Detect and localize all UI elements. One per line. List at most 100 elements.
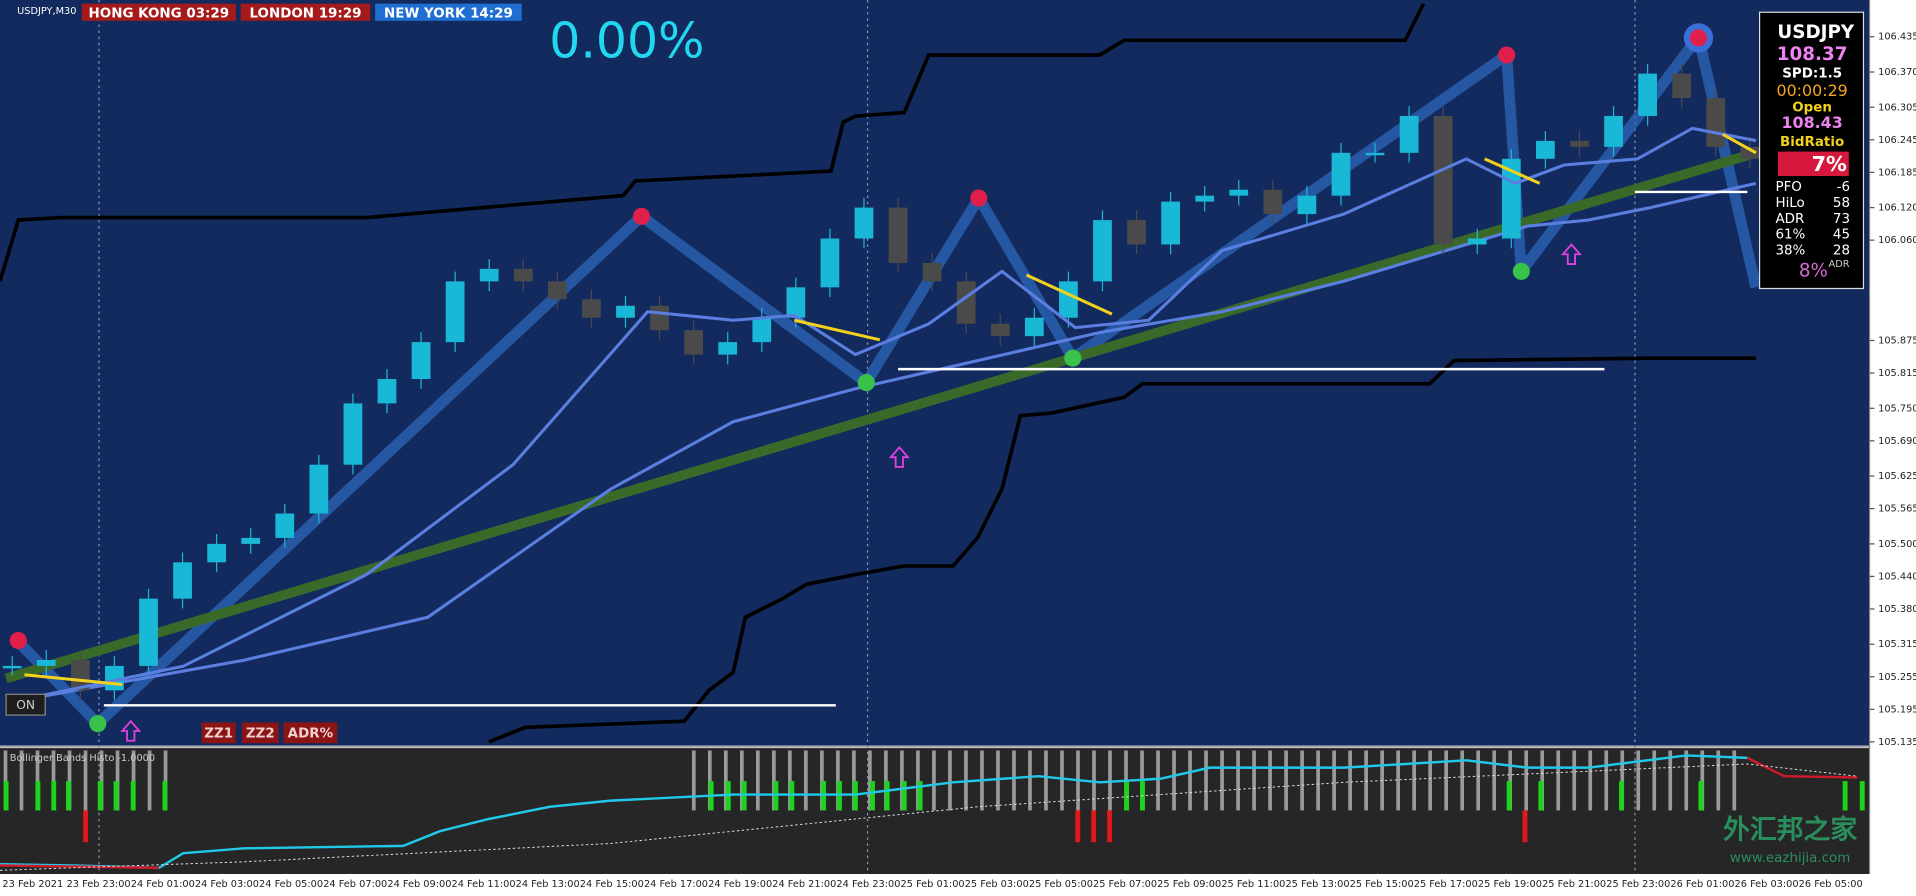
bid: 108.37 (1777, 44, 1848, 65)
histo-bar (836, 750, 840, 811)
candle (479, 268, 499, 282)
candle (2, 665, 22, 669)
y-tick-label: 106.120 (1878, 203, 1916, 214)
candle (1570, 140, 1589, 147)
timer: 00:00:29 (1776, 81, 1847, 100)
histo-bar (1156, 750, 1160, 811)
x-tick-label: 24 Feb 09:00 (387, 879, 451, 890)
watermark: 外汇邦之家 (1723, 814, 1857, 846)
bidratio-box (1777, 151, 1849, 177)
x-tick-label: 25 Feb 21:00 (1542, 879, 1606, 890)
candle (1399, 115, 1419, 153)
histo-line-red (1746, 756, 1858, 779)
histo-line-red (0, 864, 159, 870)
candle (275, 513, 295, 538)
y-tick-label: 106.370 (1878, 67, 1916, 78)
candle (1263, 189, 1283, 215)
candle (1365, 152, 1385, 156)
histo-bar (723, 750, 728, 811)
y-tick-label: 105.315 (1878, 639, 1916, 650)
candle (547, 281, 567, 300)
x-tick-label: 25 Feb 05:00 (1029, 879, 1093, 890)
histo-bar (1684, 750, 1689, 811)
session: LONDON 19:29 (249, 6, 361, 21)
stat-label: PFO (1775, 180, 1801, 195)
stats: PFO -6 HiLo 58 ADR 73 61% 45 38% 28 (1775, 180, 1850, 259)
panel-symbol: USDJPY (1777, 22, 1855, 43)
candle (1467, 238, 1487, 245)
x-tick-label: 24 Feb 11:00 (452, 879, 516, 890)
histo-bar (788, 750, 792, 811)
histo-bar (1540, 750, 1545, 811)
histo-bar (1508, 750, 1513, 811)
candle (1706, 98, 1726, 147)
button[interactable] (241, 722, 279, 744)
x-tick-label: 24 Feb 01:00 (131, 879, 195, 890)
y-tick-label: 105.625 (1878, 471, 1916, 482)
histo-bar (1588, 750, 1593, 811)
histo-bar-red (1091, 810, 1097, 843)
session: NEW YORK 14:29 (384, 6, 513, 21)
histo-bar-green (65, 781, 71, 811)
x-tick-label: 25 Feb 19:00 (1478, 879, 1542, 890)
histo-bar-green (35, 781, 41, 811)
histo-bar (1204, 750, 1208, 811)
histo-bar (1348, 750, 1352, 811)
on-button[interactable] (5, 693, 46, 716)
histo-bar (1060, 750, 1064, 811)
x-tick-label: 26 Feb 01:00 (1670, 879, 1734, 890)
histo-bar (1284, 750, 1288, 811)
histo-bar-green (162, 781, 168, 811)
histo-bar (1412, 750, 1416, 811)
histo-bar (1652, 750, 1657, 811)
histo-bar (1700, 750, 1705, 811)
candle (1433, 115, 1453, 245)
y-tick-label: 105.195 (1878, 704, 1916, 715)
histo-bar-red (1522, 810, 1528, 843)
candle (1672, 73, 1692, 99)
y-tick-label: 106.435 (1878, 32, 1916, 43)
candle (1331, 152, 1351, 196)
histo-bar (756, 750, 760, 811)
histo-bar (3, 750, 8, 811)
candle (616, 305, 635, 318)
button[interactable] (283, 722, 338, 744)
histo-bar-green (1842, 781, 1848, 811)
histo-bar-green (97, 781, 103, 811)
histo-bar-green (1538, 781, 1544, 811)
histo-bar (1444, 750, 1448, 811)
button[interactable] (201, 722, 236, 744)
adr-pct: 8% (1799, 260, 1828, 281)
x-tick-label: 25 Feb 09:00 (1157, 879, 1221, 890)
candle (888, 207, 908, 263)
histo-bar-red (1075, 810, 1081, 843)
candle (752, 317, 772, 343)
candle (854, 207, 874, 239)
candle (1740, 146, 1760, 159)
bidratio: 7% (1812, 152, 1847, 176)
histo-bar-green (51, 781, 57, 811)
histo-bar (1044, 750, 1048, 811)
histo-bar (1556, 750, 1561, 811)
histo-bar (115, 750, 120, 811)
histo-bar (1012, 750, 1016, 811)
watermark-url: www.eazhijia.com (1730, 851, 1850, 866)
histo-bar (1188, 750, 1192, 811)
histo-bar (163, 750, 168, 811)
candle (718, 342, 738, 355)
candle (513, 268, 533, 282)
open-label: Open (1792, 101, 1832, 116)
y-tick-label: 106.245 (1878, 135, 1916, 146)
histo-bar (1492, 750, 1497, 811)
pivots (9, 23, 1714, 742)
histo-bar (1300, 750, 1304, 811)
y-tick-label: 105.500 (1878, 539, 1916, 550)
y-tick-label: 105.565 (1878, 504, 1916, 515)
bidratio-label: BidRatio (1780, 135, 1844, 150)
overlays (0, 2, 1762, 744)
spread: SPD:1.5 (1782, 66, 1842, 81)
histo-bar (51, 750, 56, 811)
candle (1536, 140, 1555, 159)
histo-bar (884, 750, 888, 811)
